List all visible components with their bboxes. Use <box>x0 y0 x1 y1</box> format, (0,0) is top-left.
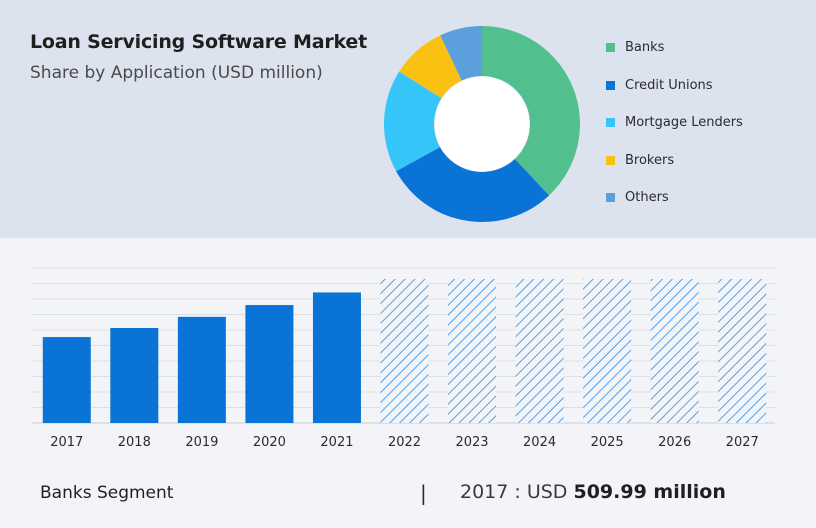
forecast-bar-2022 <box>380 279 429 423</box>
bar-chart: 2017 2018 2019 2020 2021 2022 2023 2024 2025 2026… <box>32 267 775 450</box>
donut-slice-banks <box>482 26 580 196</box>
forecast-bar-2025 <box>583 279 632 423</box>
forecast-bar-2026 <box>650 279 699 423</box>
legend-swatch <box>606 193 615 202</box>
x-tick-label-2024: 2024 <box>523 435 556 450</box>
footer-year: 2017 : USD <box>460 481 574 503</box>
donut-legend: Banks Credit Unions Mortgage Lenders Broker… <box>606 40 743 228</box>
x-tick-label-2020: 2020 <box>253 435 286 450</box>
x-tick-label-2023: 2023 <box>455 435 488 450</box>
bar-2020 <box>245 305 294 423</box>
x-tick-label-2017: 2017 <box>50 435 83 450</box>
legend-item-others: Others <box>606 190 743 228</box>
legend-label: Banks <box>625 40 665 55</box>
legend-item-brokers: Brokers <box>606 153 743 191</box>
legend-item-mortgage-lenders: Mortgage Lenders <box>606 115 743 153</box>
x-tick-label-2022: 2022 <box>388 435 421 450</box>
donut-slice-others <box>440 26 482 81</box>
legend-item-banks: Banks <box>606 40 743 78</box>
footer-separator: | <box>420 481 427 505</box>
chart-title: Loan Servicing Software Market <box>30 31 368 53</box>
bar-2017 <box>42 337 91 423</box>
bar-2019 <box>177 316 226 423</box>
legend-swatch <box>606 118 615 127</box>
legend-swatch <box>606 80 615 90</box>
donut-slice-brokers <box>399 35 462 99</box>
donut-hole <box>434 76 530 172</box>
forecast-bar-2024 <box>515 279 564 423</box>
forecast-bar-2023 <box>448 279 497 423</box>
x-tick-label-2018: 2018 <box>118 435 151 450</box>
legend-label: Mortgage Lenders <box>625 115 743 130</box>
x-tick-label-2026: 2026 <box>658 435 691 450</box>
legend-label: Others <box>625 190 669 205</box>
legend-item-credit-unions: Credit Unions <box>606 78 743 116</box>
footer-amount: 509.99 million <box>573 481 726 503</box>
donut-slice-credit-unions <box>396 147 550 222</box>
legend-swatch <box>606 155 615 165</box>
legend-swatch <box>606 43 615 52</box>
x-tick-label-2027: 2027 <box>726 435 759 450</box>
chart-subtitle: Share by Application (USD million) <box>30 63 323 83</box>
x-tick-label-2019: 2019 <box>185 435 218 450</box>
legend-label: Credit Unions <box>625 77 713 93</box>
x-tick-label-2025: 2025 <box>591 435 624 450</box>
bar-2021 <box>312 292 361 423</box>
forecast-bar-2027 <box>718 279 767 423</box>
x-tick-label-2021: 2021 <box>320 435 353 450</box>
legend-label: Brokers <box>625 152 675 168</box>
bar-2018 <box>110 327 159 423</box>
donut-chart <box>384 26 580 222</box>
donut-slice-mortgage-lenders <box>384 71 442 172</box>
footer-segment: Banks Segment <box>40 483 174 503</box>
footer-value: 2017 : USD 509.99 million <box>460 481 726 503</box>
